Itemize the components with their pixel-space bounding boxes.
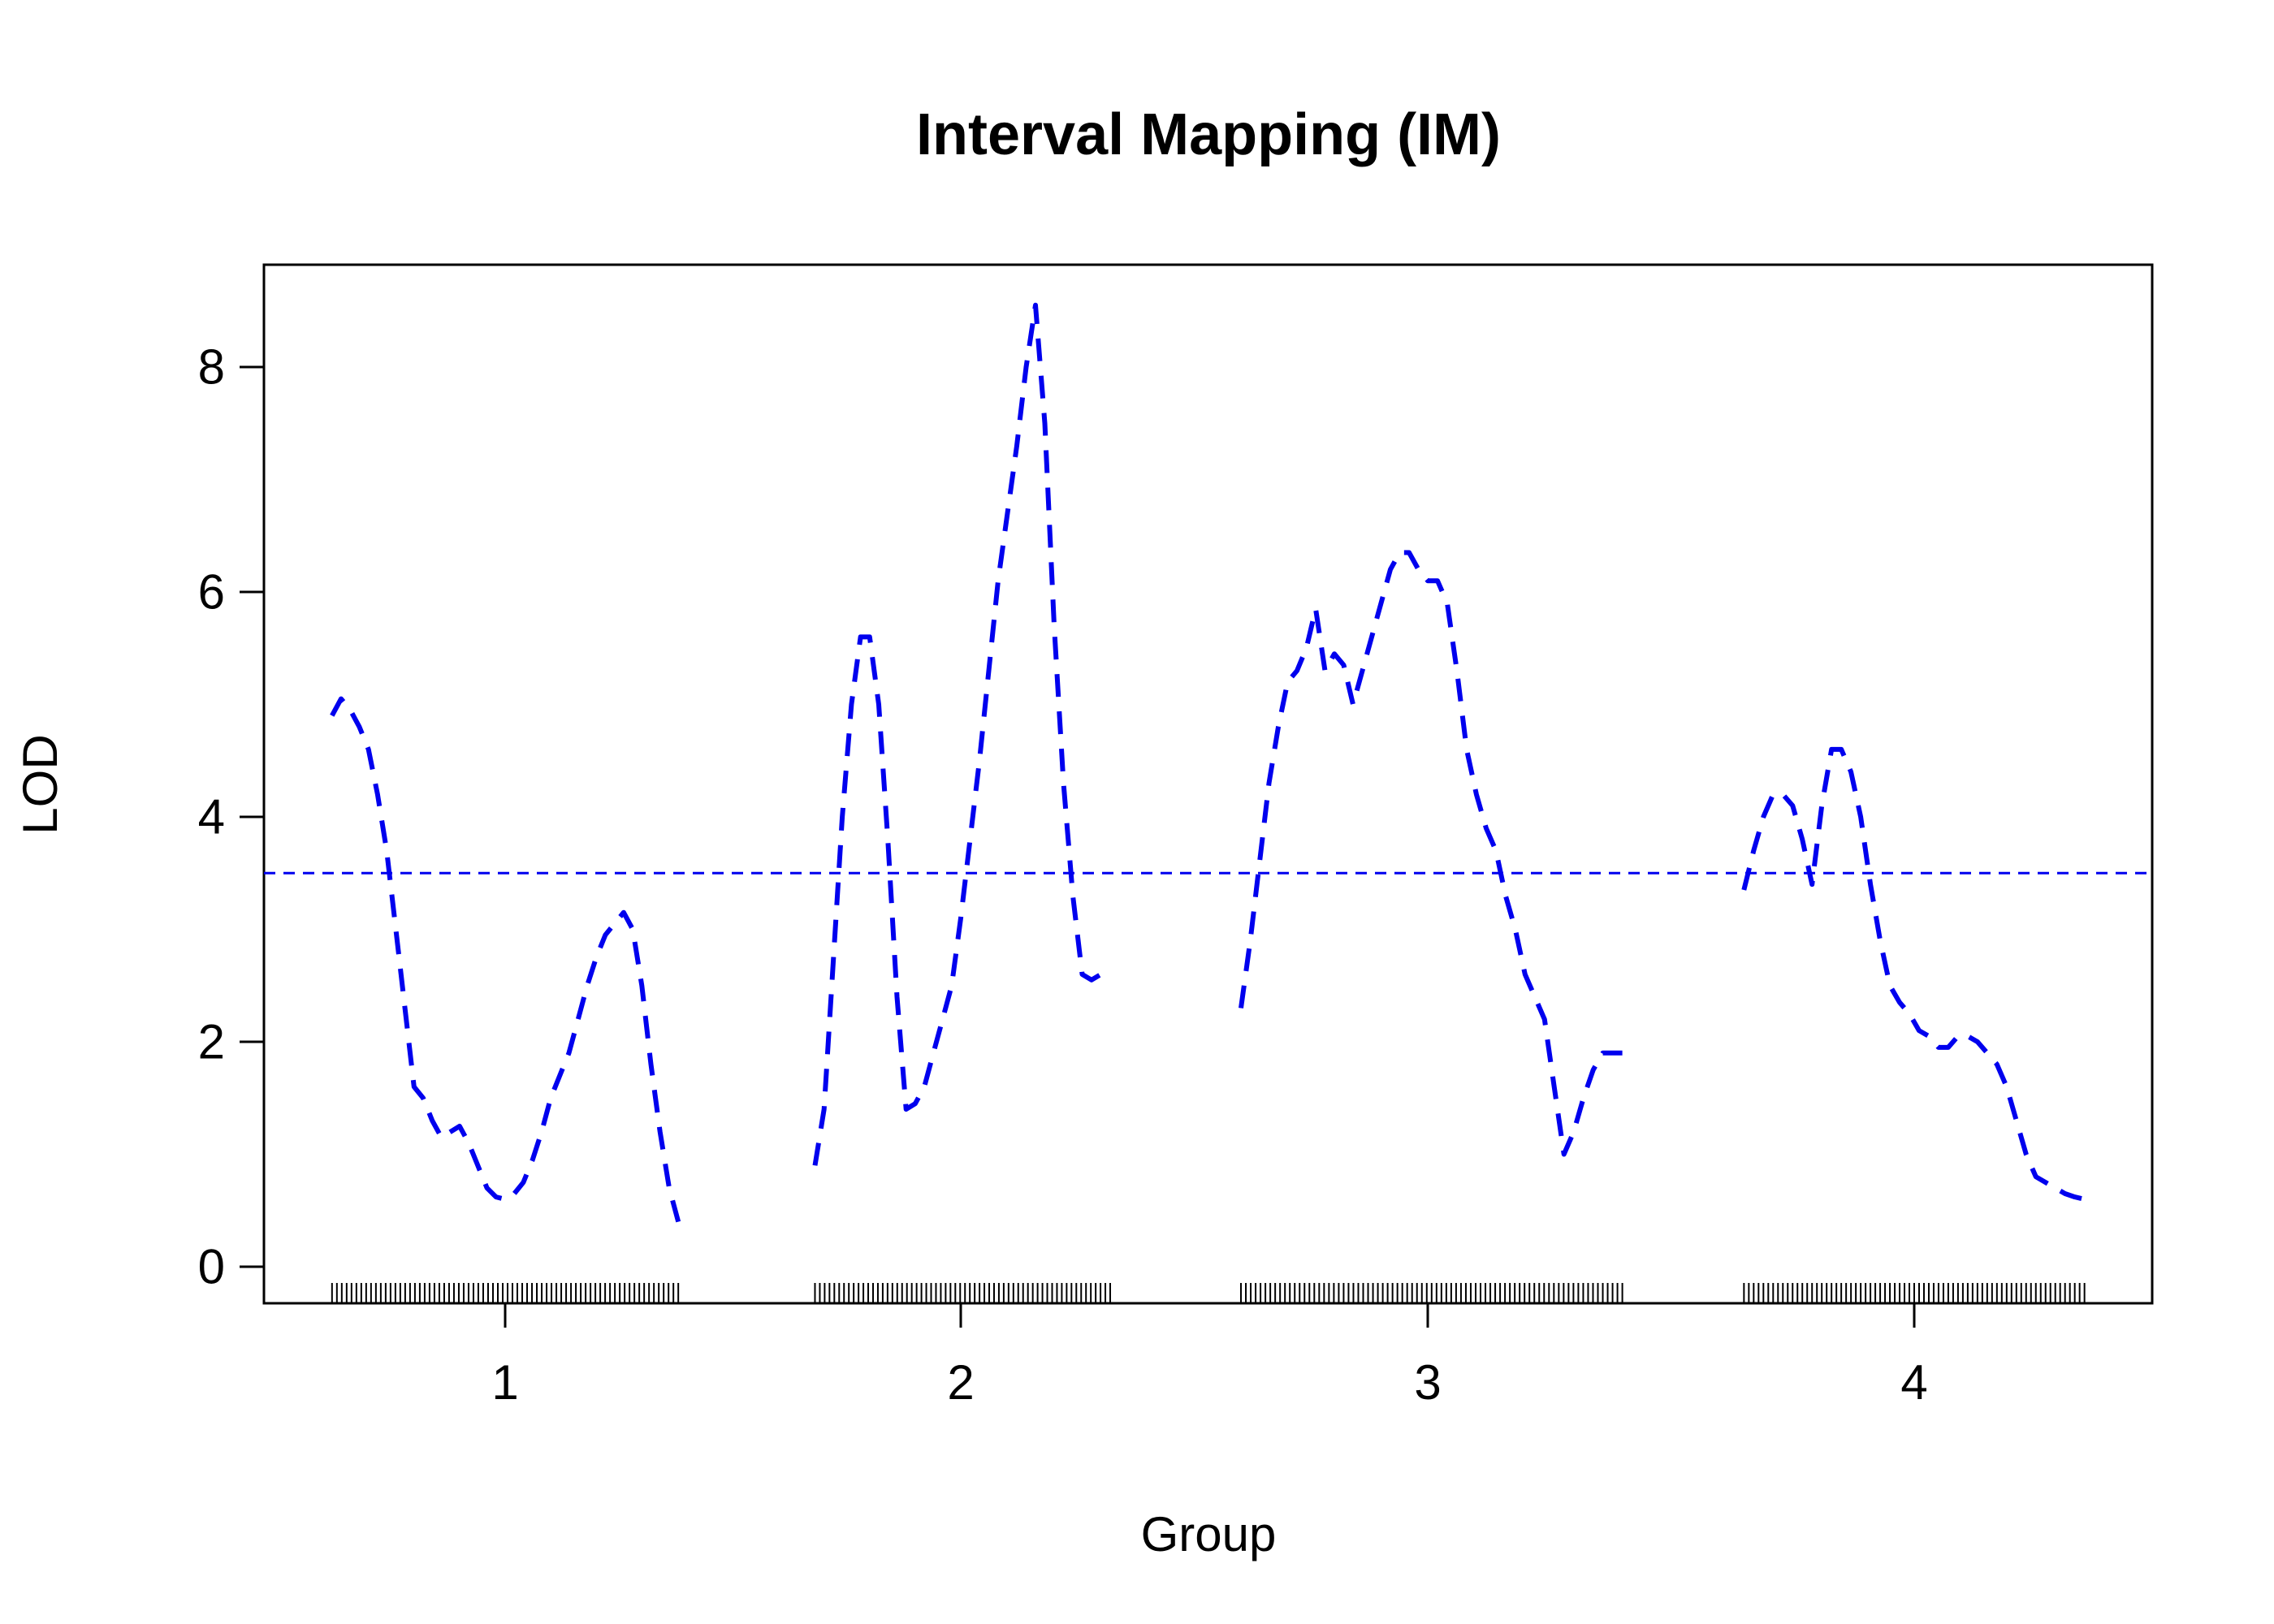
y-tick-label: 8 [198, 340, 225, 395]
lod-series [330, 302, 2086, 1223]
y-tick-label: 4 [198, 790, 225, 844]
lod-curve-group-1 [330, 696, 681, 1223]
x-axis-label: Group [1141, 1507, 1277, 1561]
y-tick-label: 0 [198, 1240, 225, 1294]
y-tick-label: 2 [198, 1015, 225, 1069]
x-tick-label: 3 [1414, 1355, 1441, 1410]
x-tick-label: 1 [491, 1355, 518, 1410]
marker-rug [331, 1283, 2086, 1303]
y-axis-label: LOD [13, 734, 67, 834]
chart-title: Interval Mapping (IM) [916, 102, 1501, 167]
x-axis: 1 2 3 4 [491, 1303, 1928, 1410]
lod-curve-group-3 [1239, 550, 1623, 1157]
x-tick-label: 2 [947, 1355, 974, 1410]
y-axis: 0 2 4 6 8 [198, 340, 264, 1294]
lod-curve-group-2 [812, 302, 1110, 1166]
y-tick-label: 6 [198, 565, 225, 620]
x-tick-label: 4 [1900, 1355, 1927, 1410]
lod-curve-group-4 [1741, 746, 2086, 1202]
plot-frame [262, 263, 2154, 1305]
